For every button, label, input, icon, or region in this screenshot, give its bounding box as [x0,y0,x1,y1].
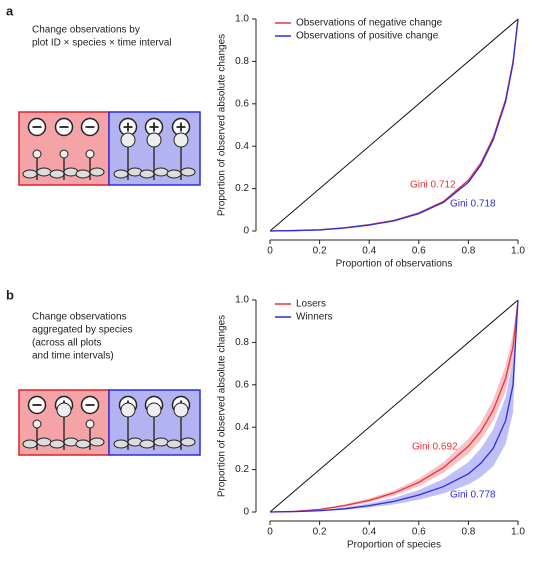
plant-leaf [113,169,129,179]
gini-annotation: Gini 0.778 [450,490,496,501]
y-tick-label: 1.0 [235,14,249,25]
x-tick-label: 1.0 [511,246,525,257]
panel-description: (across all plots [32,338,101,349]
plant-leaf [75,439,91,449]
y-axis-title: Proportion of observed absolute changes [217,315,228,497]
y-tick-label: 0.2 [235,464,249,475]
legend-label: Observations of positive change [296,31,439,42]
x-tick-label: 0.2 [313,527,327,538]
x-tick-label: 1.0 [511,527,525,538]
plant-leaf [22,169,38,179]
x-axis-title: Proportion of species [347,540,441,551]
confidence-band [270,300,518,512]
panel-description: Change observations by [32,25,140,36]
plant-leaf [153,167,169,177]
y-tick-label: 0.8 [235,337,249,348]
plant-leaf [36,167,52,177]
plant-flower [32,419,42,429]
panel-description: Change observations [32,312,127,323]
x-tick-label: 0 [267,246,273,257]
panel-description: plot ID × species × time interval [32,38,172,49]
plant-flower [85,149,95,159]
plant-leaf [153,437,169,447]
plant-flower [56,402,72,418]
y-tick-label: 0 [243,507,249,518]
plant-leaf [139,169,155,179]
y-tick-label: 1.0 [235,295,249,306]
plant-flower [59,149,69,159]
x-tick-label: 0.2 [313,246,327,257]
lorenz-curve [269,18,519,232]
plant-flower [173,132,189,148]
gini-annotation: Gini 0.692 [412,442,458,453]
lorenz-curve [269,299,519,513]
plant-flower [120,402,136,418]
plant-leaf [22,439,38,449]
plant-flower [173,402,189,418]
x-tick-label: 0.4 [362,246,376,257]
legend-label: Losers [296,299,326,310]
plant-flower [85,419,95,429]
panel-description: and time intervals) [32,351,114,362]
x-axis-title: Proportion of observations [336,259,453,270]
panel-description: aggregated by species [32,325,133,336]
plant-leaf [89,437,105,447]
plant-flower [120,132,136,148]
x-tick-label: 0 [267,527,273,538]
plant-flower [146,402,162,418]
x-tick-label: 0.8 [461,527,475,538]
equality-line [269,18,519,232]
y-tick-label: 0.8 [235,56,249,67]
y-tick-label: 0.2 [235,183,249,194]
y-tick-label: 0.4 [235,141,249,152]
plant-leaf [180,167,196,177]
plant-leaf [49,439,65,449]
plant-leaf [180,437,196,447]
legend-label: Winners [296,312,333,323]
legend-label: Observations of negative change [296,18,443,29]
lorenz-curve [269,299,519,513]
y-axis-title: Proportion of observed absolute changes [217,34,228,216]
x-tick-label: 0.8 [461,246,475,257]
plant-leaf [166,169,182,179]
plant-leaf [49,169,65,179]
panel-label: b [6,287,14,302]
x-tick-label: 0.6 [412,527,426,538]
y-tick-label: 0 [243,226,249,237]
plant-leaf [36,437,52,447]
plant-leaf [139,439,155,449]
plant-flower [32,149,42,159]
y-tick-label: 0.6 [235,98,249,109]
x-tick-label: 0.6 [412,246,426,257]
plant-leaf [166,439,182,449]
y-tick-label: 0.6 [235,379,249,390]
y-tick-label: 0.4 [235,422,249,433]
gini-annotation: Gini 0.718 [450,199,496,210]
x-tick-label: 0.4 [362,527,376,538]
plant-leaf [75,169,91,179]
illustrations [18,111,201,456]
plant-leaf [89,167,105,177]
plant-leaf [113,439,129,449]
equality-line [269,299,519,513]
plant-flower [146,132,162,148]
gini-annotation: Gini 0.712 [410,180,456,191]
panel-label: a [6,3,14,18]
